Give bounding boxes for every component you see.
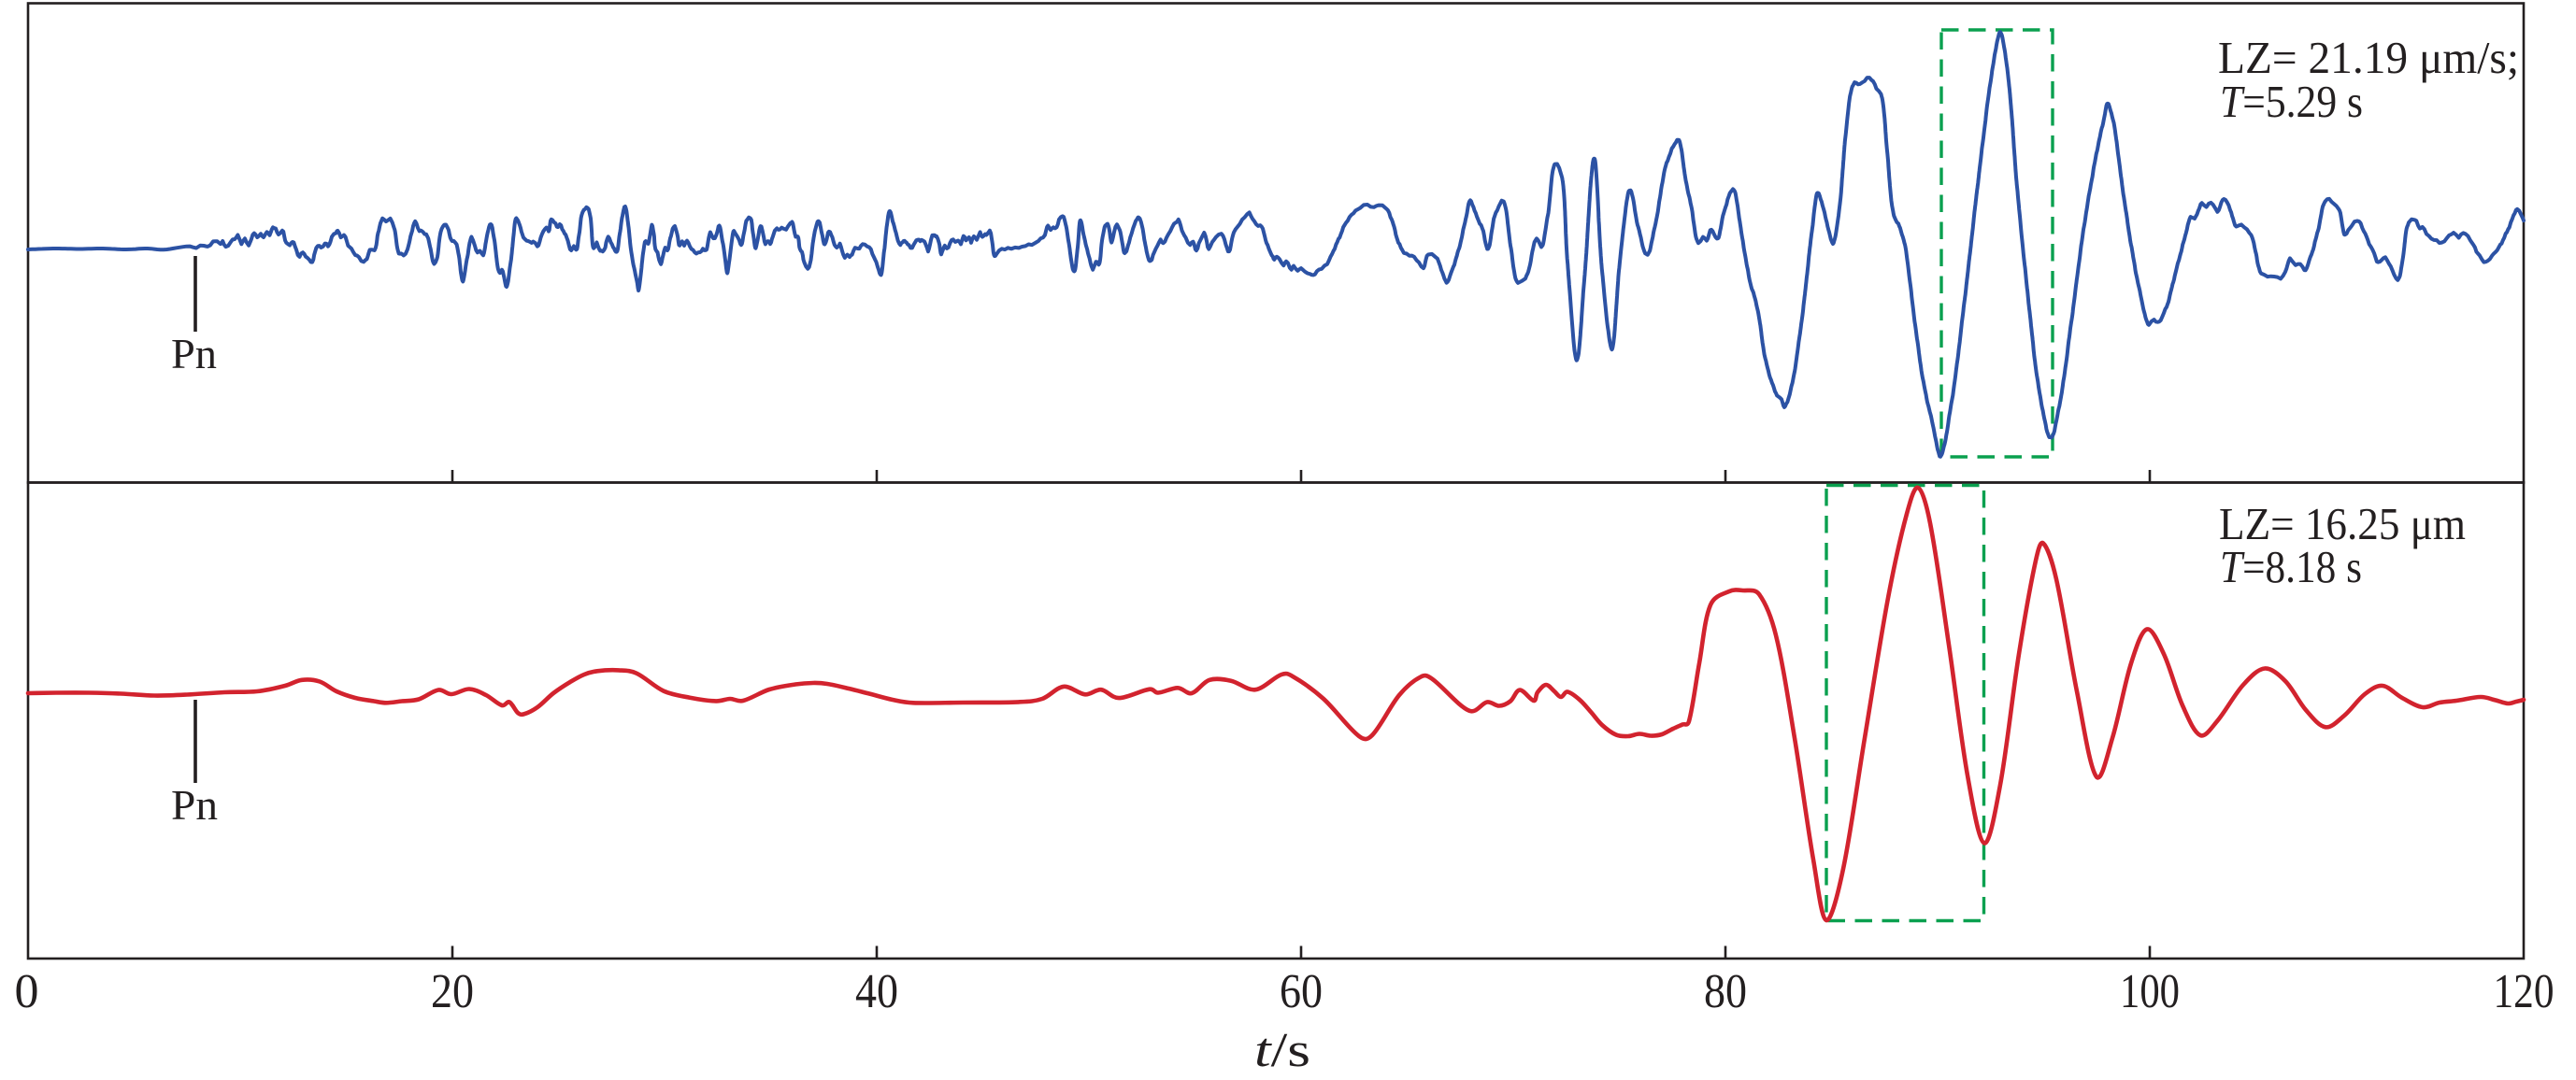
svg-text:60: 60 bbox=[1280, 965, 1323, 1018]
svg-text:80: 80 bbox=[1704, 965, 1747, 1018]
svg-text:20: 20 bbox=[431, 965, 474, 1018]
svg-text:100: 100 bbox=[2120, 965, 2180, 1018]
svg-text:LZ= 16.25 μm: LZ= 16.25 μm bbox=[2219, 498, 2466, 549]
svg-text:Pn: Pn bbox=[171, 330, 217, 377]
svg-text:120: 120 bbox=[2494, 965, 2555, 1018]
svg-text:40: 40 bbox=[855, 965, 898, 1018]
svg-text:T=8.18 s: T=8.18 s bbox=[2220, 541, 2362, 592]
svg-text:T=5.29 s: T=5.29 s bbox=[2220, 76, 2363, 127]
svg-text:LZ= 21.19 μm/s;: LZ= 21.19 μm/s; bbox=[2218, 32, 2519, 83]
svg-text:0: 0 bbox=[15, 965, 39, 1018]
svg-text:Pn: Pn bbox=[171, 781, 218, 829]
svg-text:t/s: t/s bbox=[1254, 1024, 1310, 1077]
